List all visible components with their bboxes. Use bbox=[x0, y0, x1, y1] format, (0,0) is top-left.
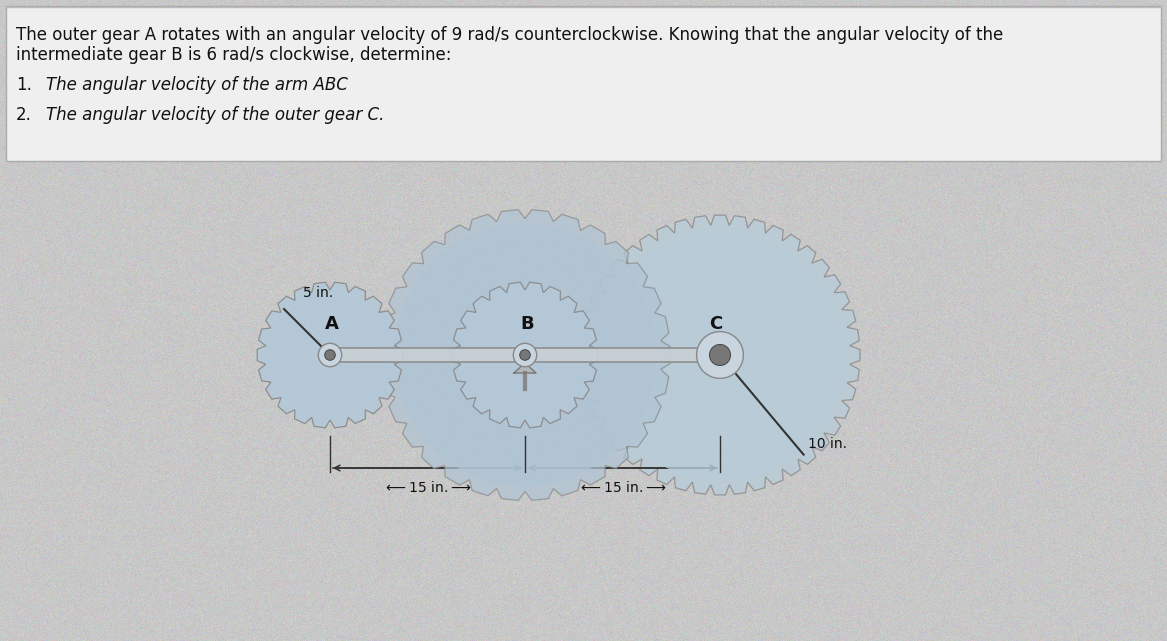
Circle shape bbox=[595, 230, 845, 480]
Circle shape bbox=[710, 344, 731, 365]
Text: 2.: 2. bbox=[16, 106, 32, 124]
Text: intermediate gear B is 6 rad/s clockwise, determine:: intermediate gear B is 6 rad/s clockwise… bbox=[16, 46, 452, 64]
Polygon shape bbox=[513, 363, 536, 373]
Circle shape bbox=[394, 224, 656, 486]
Text: The angular velocity of the arm ABC: The angular velocity of the arm ABC bbox=[46, 76, 348, 94]
Text: 1.: 1. bbox=[16, 76, 32, 94]
Circle shape bbox=[513, 344, 537, 367]
Polygon shape bbox=[330, 348, 726, 362]
Polygon shape bbox=[379, 210, 670, 501]
Text: The outer gear A rotates with an angular velocity of 9 rad/s counterclockwise. K: The outer gear A rotates with an angular… bbox=[16, 26, 1004, 44]
Text: A: A bbox=[326, 315, 338, 333]
Circle shape bbox=[267, 292, 392, 417]
Circle shape bbox=[462, 292, 587, 417]
Text: B: B bbox=[520, 315, 533, 333]
Text: C: C bbox=[710, 315, 722, 333]
Polygon shape bbox=[257, 282, 403, 428]
Circle shape bbox=[319, 344, 342, 367]
Polygon shape bbox=[580, 215, 860, 495]
Circle shape bbox=[697, 331, 743, 378]
FancyBboxPatch shape bbox=[6, 6, 1161, 161]
Text: The angular velocity of the outer gear C.: The angular velocity of the outer gear C… bbox=[46, 106, 384, 124]
Text: $\longleftarrow$15 in.$\longrightarrow$: $\longleftarrow$15 in.$\longrightarrow$ bbox=[579, 480, 666, 495]
Text: $\longleftarrow$15 in.$\longrightarrow$: $\longleftarrow$15 in.$\longrightarrow$ bbox=[383, 480, 471, 495]
Circle shape bbox=[324, 350, 335, 360]
Text: 10 in.: 10 in. bbox=[808, 437, 846, 451]
Text: 5 in.: 5 in. bbox=[302, 286, 333, 300]
Polygon shape bbox=[453, 282, 598, 428]
Circle shape bbox=[519, 350, 530, 360]
